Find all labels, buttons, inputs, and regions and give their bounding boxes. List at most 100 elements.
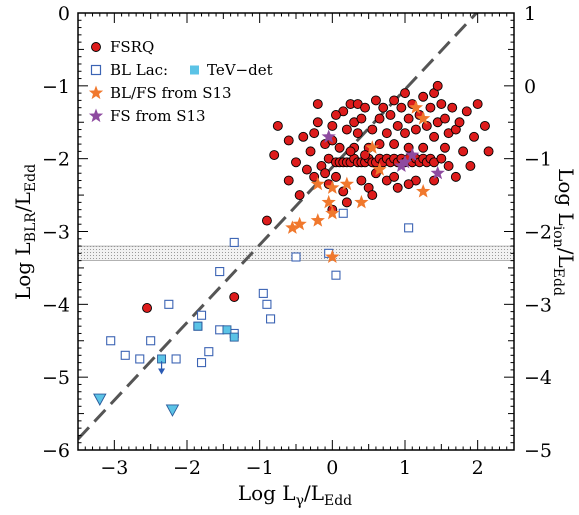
fsrq-point [458, 146, 469, 157]
fsrq-point [327, 120, 338, 131]
fsrq-point [338, 186, 349, 197]
fsrq-point [309, 171, 320, 182]
blfs-star-point [339, 176, 354, 191]
blfs-star-point [416, 183, 431, 198]
blfs-star-point [285, 220, 300, 234]
fsrq-point [483, 146, 494, 157]
y-tick-label: −3 [42, 222, 70, 244]
blfs-star-point [372, 162, 387, 176]
reference-dashed-line [78, 13, 479, 441]
fsrq-point [429, 175, 440, 186]
legend-star-fs-shape [88, 108, 104, 123]
y-tick-label: −2 [42, 149, 70, 171]
legend-label-bllac: BL Lac: [110, 61, 168, 79]
blfs-star-point [325, 249, 340, 264]
fsrq-point [461, 106, 472, 117]
fs-star-point [394, 158, 409, 173]
blfs-star-point [292, 216, 307, 231]
bllac-point [204, 347, 214, 357]
fsrq-point [389, 171, 400, 182]
fsrq-point [301, 164, 312, 175]
y2-tick-label: −4 [524, 367, 552, 389]
tev-point [229, 332, 239, 342]
bllac-point [135, 354, 145, 364]
blfs-star-point [365, 140, 380, 154]
fsrq-point [396, 102, 407, 113]
fsrq-point [374, 113, 385, 124]
x-tick-label: 2 [472, 457, 484, 479]
fsrq-point [312, 117, 323, 128]
legend-star-blfs-shape [88, 85, 104, 100]
bllac-point [164, 299, 174, 309]
legend-label-blfs: BL/FS from S13 [110, 84, 232, 102]
fsrq-point [432, 80, 443, 91]
y2-tick-label: 1 [524, 3, 536, 25]
blfs-star-point [321, 194, 336, 209]
bllac-point [171, 354, 181, 364]
fsrq-point [443, 160, 454, 171]
legend-label-fsrq: FSRQ [110, 38, 154, 56]
tev-point [193, 321, 203, 331]
legend-marker-fsrq [91, 42, 101, 52]
y-tick-label: −6 [42, 440, 70, 462]
fsrq-point [331, 110, 341, 120]
blfs-star-point [408, 100, 424, 114]
y-tick-label: −5 [42, 367, 70, 389]
fsrq-point [345, 146, 356, 157]
legend-marker-tev [190, 65, 199, 75]
fsrq-point [312, 99, 323, 109]
bllac-point [215, 267, 225, 277]
fsrq-point [465, 160, 476, 171]
fsrq-point [294, 190, 305, 201]
fsrq-point [305, 146, 316, 157]
fsrq-point [385, 110, 396, 120]
y2-tick-label: 0 [524, 76, 536, 98]
fsrq-point [331, 171, 341, 182]
fsrq-point [479, 120, 490, 131]
fsrq-point [272, 120, 283, 131]
fsrq-point [389, 139, 400, 150]
fsrq-point [392, 182, 403, 193]
legend-marker-bllac [90, 64, 102, 76]
fsrq-point [403, 142, 414, 153]
fsrq-point [269, 150, 280, 160]
bllac-point [120, 350, 130, 360]
fsrq-point [403, 179, 414, 190]
fsrq-point [403, 113, 414, 124]
fsrq-point [447, 102, 458, 113]
fsrq-point [450, 171, 461, 182]
y-tick-label: 0 [58, 3, 70, 25]
x-tick-label: −2 [173, 457, 201, 479]
fsrq-point [142, 303, 152, 313]
fsrq-point [320, 168, 331, 179]
fsrq-point [436, 153, 447, 164]
y2-tick-label: −5 [524, 440, 552, 462]
bllac-point [266, 314, 276, 324]
fsrq-point [421, 120, 432, 131]
fsrq-point [425, 102, 436, 113]
fsrq-point [356, 175, 367, 186]
bllac-point [229, 237, 239, 247]
fsrq-point [400, 128, 410, 139]
fsrq-point [392, 120, 403, 131]
fsrq-point [472, 99, 483, 109]
fsrq-point [381, 128, 392, 139]
fsrq-point [367, 124, 378, 135]
bllac-point [404, 223, 414, 233]
fsrq-point [440, 142, 450, 153]
blfs-star-point [325, 205, 340, 220]
blfs-star-point [310, 176, 325, 191]
fsrq-point [261, 215, 272, 226]
bllac-point [146, 336, 156, 346]
bllac-point [331, 270, 341, 280]
fsrq-point [291, 157, 301, 168]
fs-star-point [405, 147, 420, 162]
blfs-star-point [325, 180, 340, 194]
y2-axis-title: Log Lion/LEdd [550, 168, 578, 296]
fsrq-point [418, 142, 429, 153]
fsrq-point [360, 102, 370, 113]
fsrq-point [436, 99, 447, 109]
fsrq-point [410, 124, 421, 135]
x-tick-label: 0 [326, 457, 338, 479]
